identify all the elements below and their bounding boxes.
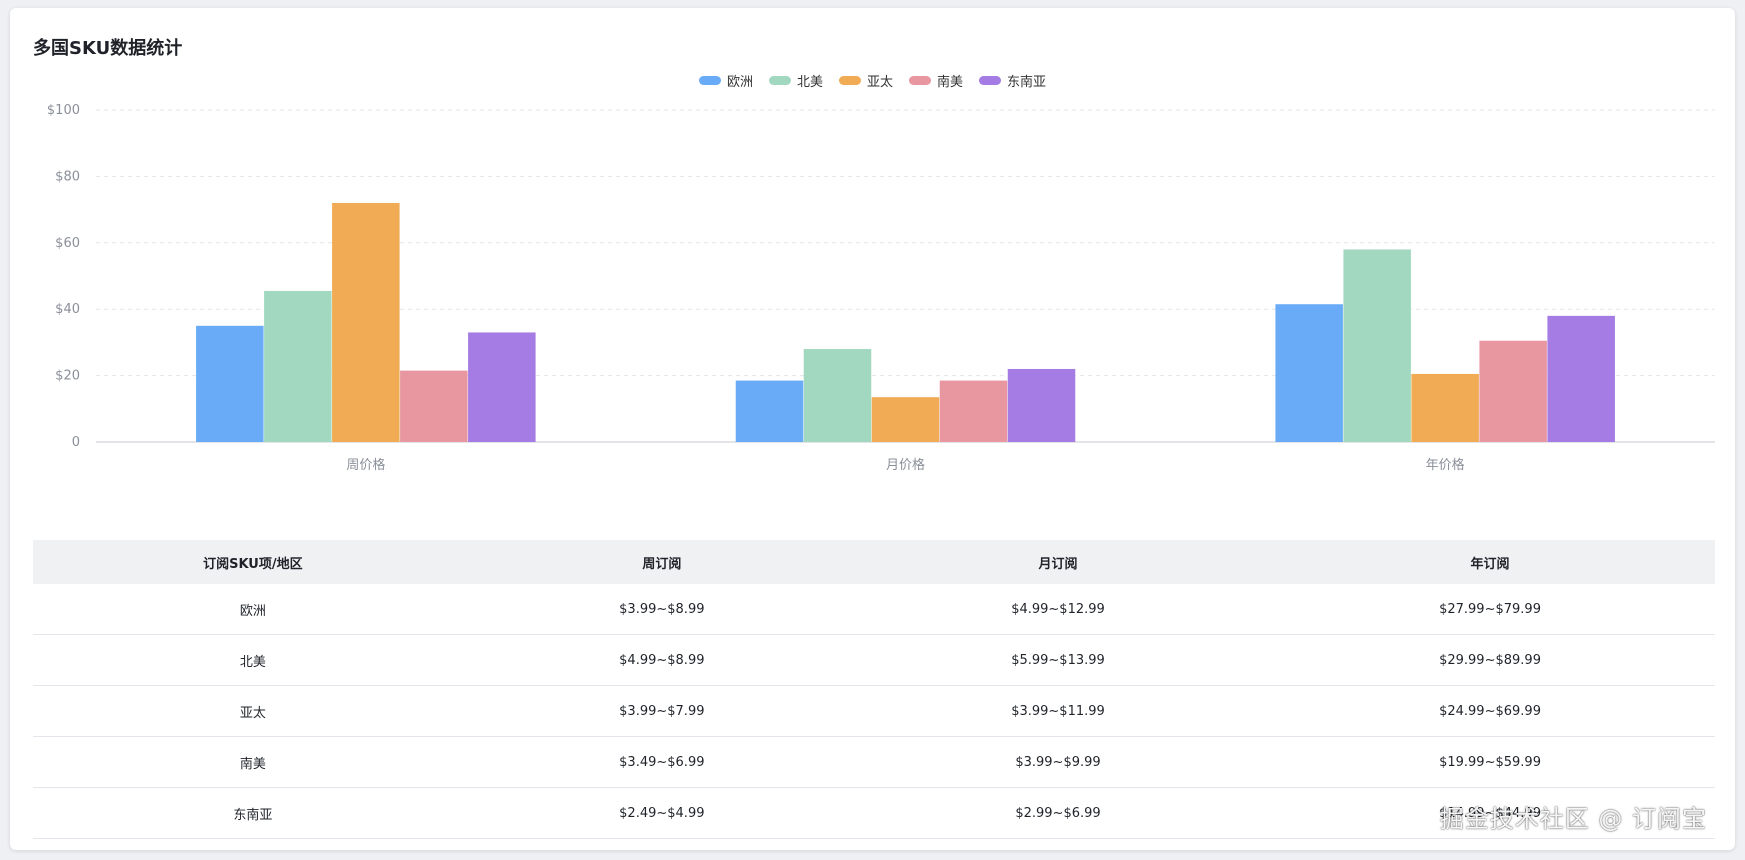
bar [1343,249,1411,442]
bar [1007,368,1076,442]
table-cell: $5.99~$13.99 [850,634,1266,686]
table-cell: 东南亚 [33,787,473,839]
bar [871,397,940,442]
table-row: 南美 $3.49~$6.99 $3.99~$9.99 $19.99~$59.99 [33,736,1715,788]
y-tick-label: $100 [47,103,80,118]
table-cell: $2.99~$6.99 [850,787,1266,839]
sku-table: 订阅SKU项/地区 周订阅 月订阅 年订阅 欧洲 $3.99~$8.99 $4.… [33,540,1715,839]
bar [264,290,332,442]
table-cell: $3.99~$8.99 [472,584,851,635]
legend-label-asia-pacific: 亚太 [866,75,893,90]
y-tick-label: $60 [55,236,80,251]
table-row: 北美 $4.99~$8.99 $5.99~$13.99 $29.99~$89.9… [33,634,1715,686]
legend-swatch-europe [698,76,721,85]
x-tick-label: 年价格 [1426,457,1465,473]
bar [332,202,400,442]
watermark: 掘金技术社区 @ 订阅宝 [1439,805,1707,833]
card-title: 多国SKU数据统计 [33,38,183,59]
table-header-cell: 周订阅 [472,540,851,584]
bar-chart: 0 $20 $40 $60 $80 $100 周价格 月价格 年价格 [47,103,1715,473]
y-tick-label: $20 [55,369,80,384]
table-cell: $3.99~$7.99 [472,685,851,737]
chart-legend: 欧洲 北美 亚太 南美 东南亚 [10,71,1735,90]
table-row: 东南亚 $2.49~$4.99 $2.99~$6.99 $14.99~$44.9… [33,787,1715,839]
table-row: 欧洲 $3.99~$8.99 $4.99~$12.99 $27.99~$79.9… [33,584,1715,635]
table-cell: $4.99~$12.99 [850,584,1266,635]
legend-swatch-asia-pacific [838,76,861,85]
chart-card: 多国SKU数据统计 欧洲 北美 亚太 南美 东南亚 0 $20 $40 $60 $80 $… [10,8,1735,850]
table-header-cell: 月订阅 [850,540,1266,584]
table-header-row: 订阅SKU项/地区 周订阅 月订阅 年订阅 [33,540,1715,584]
table-cell: $4.99~$8.99 [472,634,851,686]
x-tick-label: 周价格 [346,457,385,473]
bar [939,380,1008,442]
legend-label-europe: 欧洲 [726,75,753,90]
table-cell: 亚太 [33,685,473,737]
bar [803,349,872,442]
bar [468,332,536,442]
table-cell: $3.49~$6.99 [472,736,851,788]
table-header-cell: 订阅SKU项/地区 [33,540,473,584]
bar [1479,340,1547,442]
y-tick-label: 0 [72,435,80,450]
legend-label-southeast-asia: 东南亚 [1007,75,1047,90]
table-cell: 北美 [33,634,473,686]
bar [1275,304,1343,442]
legend-item-asia-pacific[interactable]: 亚太 [838,71,893,90]
legend-item-south-america[interactable]: 南美 [909,71,963,90]
table-cell: $14.99~$44.99 [1265,787,1715,839]
table-cell: 南美 [33,736,473,788]
legend-label-north-america: 北美 [796,75,823,90]
legend-swatch-south-america [909,76,931,85]
table-cell: $3.99~$11.99 [850,685,1266,737]
legend-item-north-america[interactable]: 北美 [768,71,823,90]
table-cell: $2.49~$4.99 [472,787,851,839]
table-row: 亚太 $3.99~$7.99 $3.99~$11.99 $24.99~$69.9… [33,685,1715,737]
legend-item-southeast-asia[interactable]: 东南亚 [979,71,1046,90]
bar [1547,315,1615,442]
table-cell: $19.99~$59.99 [1265,736,1715,788]
bar [400,370,468,442]
legend-swatch-north-america [768,76,791,85]
x-tick-label: 月价格 [886,457,925,473]
table-cell: $29.99~$89.99 [1265,634,1715,686]
y-tick-label: $80 [55,169,80,184]
legend-label-south-america: 南美 [937,75,964,90]
bar [1411,373,1479,442]
legend-item-europe[interactable]: 欧洲 [698,71,753,90]
table-cell: 欧洲 [33,584,473,635]
table-header-cell: 年订阅 [1265,540,1715,584]
table-cell: $24.99~$69.99 [1265,685,1715,737]
y-tick-label: $40 [55,302,80,317]
table-cell: $27.99~$79.99 [1265,584,1715,635]
legend-swatch-southeast-asia [979,76,1002,85]
bar [196,325,264,442]
table-cell: $3.99~$9.99 [850,736,1266,788]
bar [735,380,804,442]
